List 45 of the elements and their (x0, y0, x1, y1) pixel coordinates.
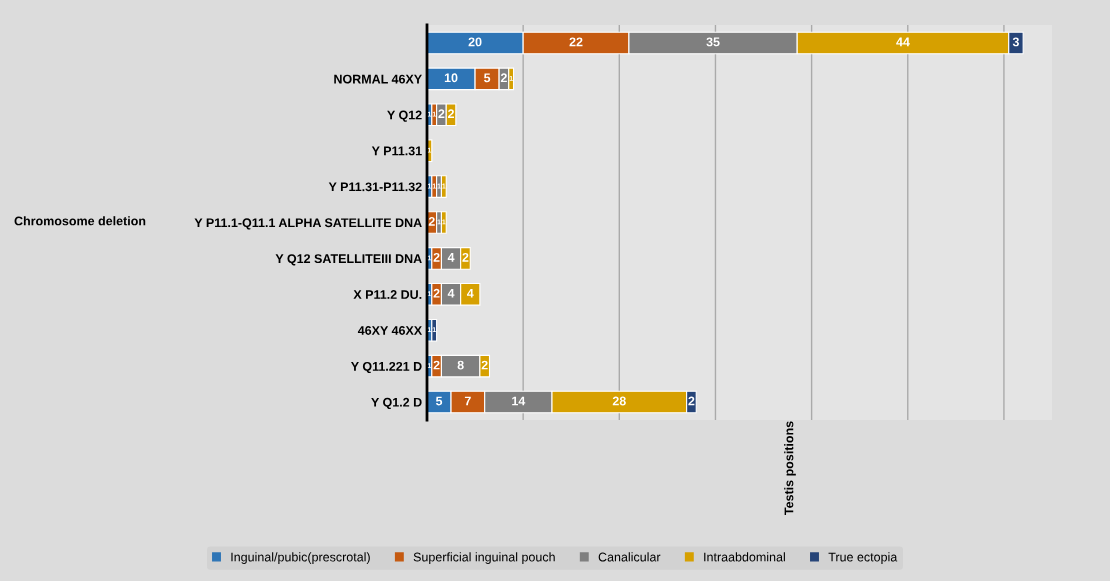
data-label: 2 (438, 109, 445, 119)
data-label: 7 (464, 396, 471, 406)
y-tick-label: Y P11.31-P11.32 (328, 182, 422, 192)
y-axis-title: Chromosome deletion (14, 216, 146, 226)
data-label: 22 (569, 37, 583, 47)
y-tick-label: Y Q1.2 D (371, 397, 422, 410)
legend-label: Canalicular (598, 552, 661, 562)
data-label: 2 (481, 360, 488, 370)
data-label: 35 (706, 37, 720, 47)
y-tick-label: X P11.2 DU. (353, 290, 422, 299)
y-tick-label: Y P11.1-Q11.1 ALPHA SATELLITE DNA (194, 218, 422, 230)
data-label: 4 (447, 253, 455, 262)
data-label: 2 (462, 252, 469, 262)
bar (440, 175, 447, 198)
data-label: 4 (466, 288, 474, 298)
data-label: 2 (500, 73, 507, 83)
legend-label: Intraabdominal (704, 552, 785, 562)
bar (431, 318, 438, 342)
data-label: 2 (688, 396, 695, 406)
y-tick-label: Y Q12 (387, 110, 422, 122)
data-label: 2 (433, 252, 440, 262)
data-label: 20 (468, 37, 482, 47)
data-label: 4 (447, 288, 455, 298)
legend-label: True ectopia (828, 552, 898, 564)
data-label: 8 (457, 360, 464, 370)
data-label: 2 (448, 109, 455, 119)
data-label: 44 (896, 37, 910, 47)
y-tick-label: Y Q11.221 D (351, 361, 422, 374)
data-label: 14 (512, 396, 526, 406)
y-tick-label: 46XY 46XX (357, 326, 423, 335)
legend-label: Superficial inguinal pouch (413, 552, 555, 564)
legend-label: Inguinal/pubic(prescrotal) (231, 552, 370, 564)
bar (440, 211, 447, 234)
y-tick-label: NORMAL 46XY (334, 74, 422, 84)
y-tick-label: Y P11.31 (371, 146, 422, 156)
text: Testis positions (784, 421, 796, 515)
data-label: 28 (612, 396, 626, 406)
data-label: 2 (433, 360, 440, 370)
data-label: 2 (433, 288, 440, 298)
y-tick-label: Y Q12 SATELLITEIII DNA (275, 254, 422, 266)
data-label: 2 (428, 217, 435, 226)
data-label: 5 (435, 396, 443, 406)
data-label: 5 (484, 73, 491, 83)
data-label: 10 (444, 73, 458, 83)
data-label: 3 (1012, 37, 1019, 47)
